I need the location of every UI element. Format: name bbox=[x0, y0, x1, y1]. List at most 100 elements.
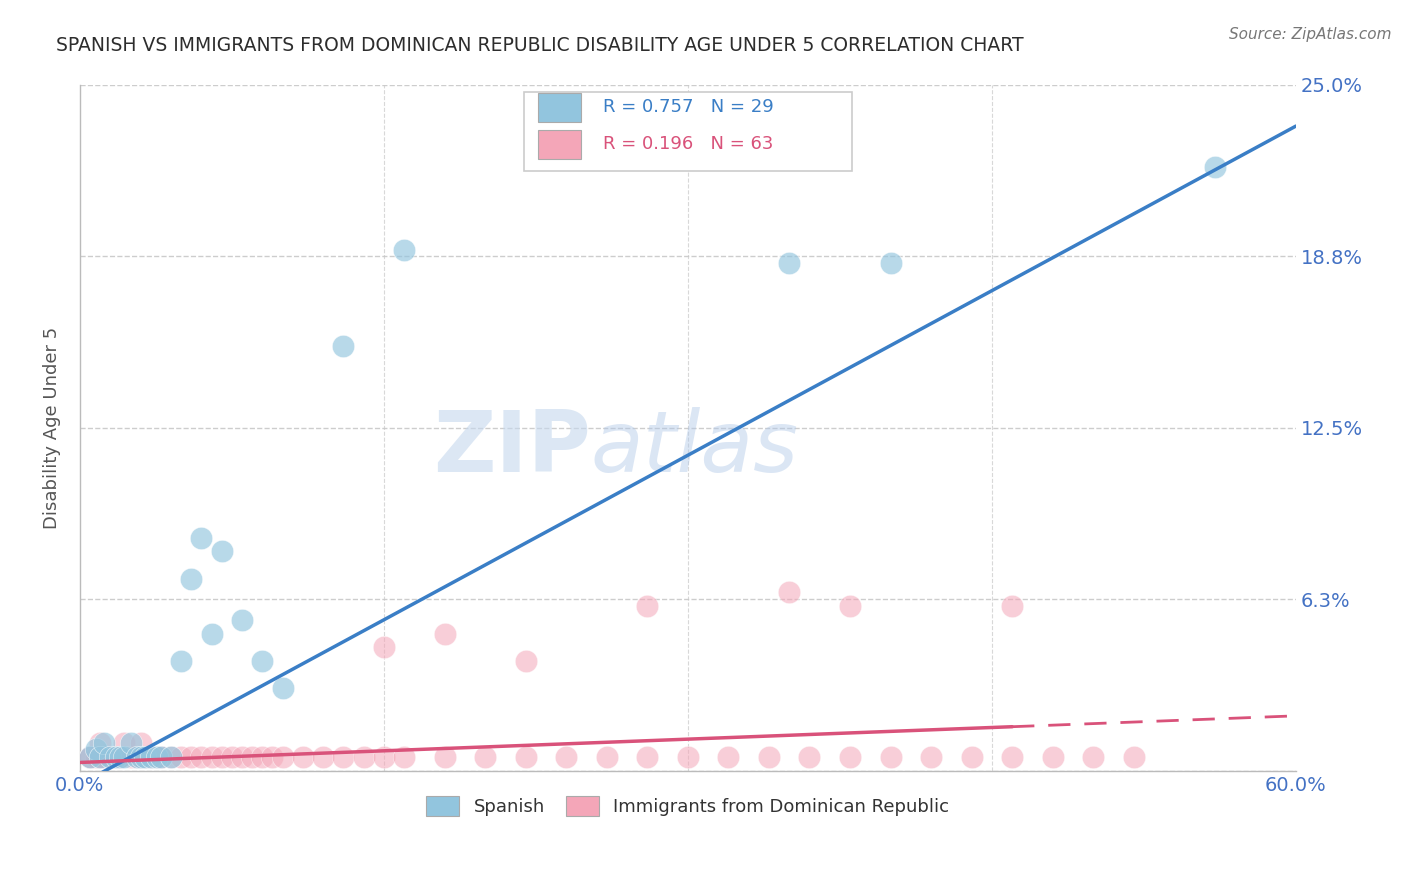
Point bbox=[211, 750, 233, 764]
Point bbox=[129, 736, 152, 750]
Point bbox=[125, 750, 148, 764]
Point bbox=[717, 750, 740, 764]
Point bbox=[231, 750, 253, 764]
Point bbox=[1001, 599, 1024, 613]
Point bbox=[125, 750, 148, 764]
Point bbox=[160, 750, 183, 764]
Point bbox=[160, 750, 183, 764]
Point bbox=[79, 750, 101, 764]
Text: ZIP: ZIP bbox=[433, 407, 591, 490]
Point bbox=[139, 750, 162, 764]
Point bbox=[636, 599, 658, 613]
Point bbox=[353, 750, 375, 764]
Point bbox=[190, 750, 212, 764]
Point bbox=[271, 750, 294, 764]
Text: Source: ZipAtlas.com: Source: ZipAtlas.com bbox=[1229, 27, 1392, 42]
Point bbox=[373, 640, 395, 655]
Point bbox=[373, 750, 395, 764]
Point bbox=[105, 750, 128, 764]
Point bbox=[758, 750, 780, 764]
Point bbox=[676, 750, 699, 764]
FancyBboxPatch shape bbox=[523, 92, 852, 170]
Point bbox=[515, 750, 537, 764]
Point bbox=[89, 736, 111, 750]
Point bbox=[149, 750, 172, 764]
Point bbox=[433, 750, 456, 764]
Point bbox=[93, 750, 115, 764]
Text: SPANISH VS IMMIGRANTS FROM DOMINICAN REPUBLIC DISABILITY AGE UNDER 5 CORRELATION: SPANISH VS IMMIGRANTS FROM DOMINICAN REP… bbox=[56, 36, 1024, 54]
Point bbox=[190, 531, 212, 545]
Point bbox=[1042, 750, 1064, 764]
Point bbox=[93, 736, 115, 750]
Point bbox=[291, 750, 314, 764]
Point bbox=[1204, 160, 1226, 174]
Point bbox=[839, 599, 862, 613]
Point bbox=[110, 750, 132, 764]
Point bbox=[392, 750, 415, 764]
Point bbox=[84, 741, 107, 756]
Point bbox=[211, 544, 233, 558]
Point bbox=[79, 750, 101, 764]
Point bbox=[84, 750, 107, 764]
Point bbox=[134, 750, 156, 764]
Point bbox=[312, 750, 335, 764]
Point bbox=[89, 750, 111, 764]
Point bbox=[555, 750, 578, 764]
Point bbox=[636, 750, 658, 764]
Point bbox=[392, 243, 415, 257]
Point bbox=[170, 654, 193, 668]
Point bbox=[778, 256, 800, 270]
Point bbox=[146, 750, 169, 764]
Point bbox=[879, 750, 901, 764]
Point bbox=[332, 338, 354, 352]
Text: R = 0.757   N = 29: R = 0.757 N = 29 bbox=[603, 98, 773, 116]
Point bbox=[129, 750, 152, 764]
Point bbox=[252, 654, 274, 668]
Point bbox=[129, 750, 152, 764]
Point bbox=[180, 750, 202, 764]
Point bbox=[596, 750, 619, 764]
Point bbox=[98, 750, 121, 764]
Point bbox=[960, 750, 983, 764]
Point bbox=[134, 750, 156, 764]
Text: R = 0.196   N = 63: R = 0.196 N = 63 bbox=[603, 136, 773, 153]
Point bbox=[433, 626, 456, 640]
Point bbox=[262, 750, 284, 764]
Point bbox=[240, 750, 263, 764]
Point bbox=[799, 750, 821, 764]
Point bbox=[252, 750, 274, 764]
Point bbox=[879, 256, 901, 270]
Point bbox=[149, 750, 172, 764]
Point bbox=[1001, 750, 1024, 764]
Point bbox=[271, 681, 294, 696]
Point bbox=[201, 626, 224, 640]
Point bbox=[79, 750, 101, 764]
Point bbox=[170, 750, 193, 764]
Point bbox=[110, 750, 132, 764]
Y-axis label: Disability Age Under 5: Disability Age Under 5 bbox=[44, 326, 60, 529]
Point bbox=[114, 750, 136, 764]
Point bbox=[105, 750, 128, 764]
Point bbox=[110, 750, 132, 764]
Point bbox=[221, 750, 243, 764]
Point bbox=[231, 613, 253, 627]
Bar bbox=[538, 130, 581, 159]
Point bbox=[1122, 750, 1144, 764]
Point bbox=[920, 750, 942, 764]
Point bbox=[149, 750, 172, 764]
Point bbox=[98, 750, 121, 764]
Point bbox=[120, 736, 142, 750]
Point bbox=[139, 750, 162, 764]
Bar bbox=[538, 93, 581, 122]
Point bbox=[114, 736, 136, 750]
Point bbox=[839, 750, 862, 764]
Point bbox=[1083, 750, 1105, 764]
Point bbox=[201, 750, 224, 764]
Point bbox=[515, 654, 537, 668]
Text: atlas: atlas bbox=[591, 407, 799, 490]
Legend: Spanish, Immigrants from Dominican Republic: Spanish, Immigrants from Dominican Repub… bbox=[419, 789, 956, 823]
Point bbox=[120, 750, 142, 764]
Point bbox=[89, 750, 111, 764]
Point bbox=[474, 750, 496, 764]
Point bbox=[332, 750, 354, 764]
